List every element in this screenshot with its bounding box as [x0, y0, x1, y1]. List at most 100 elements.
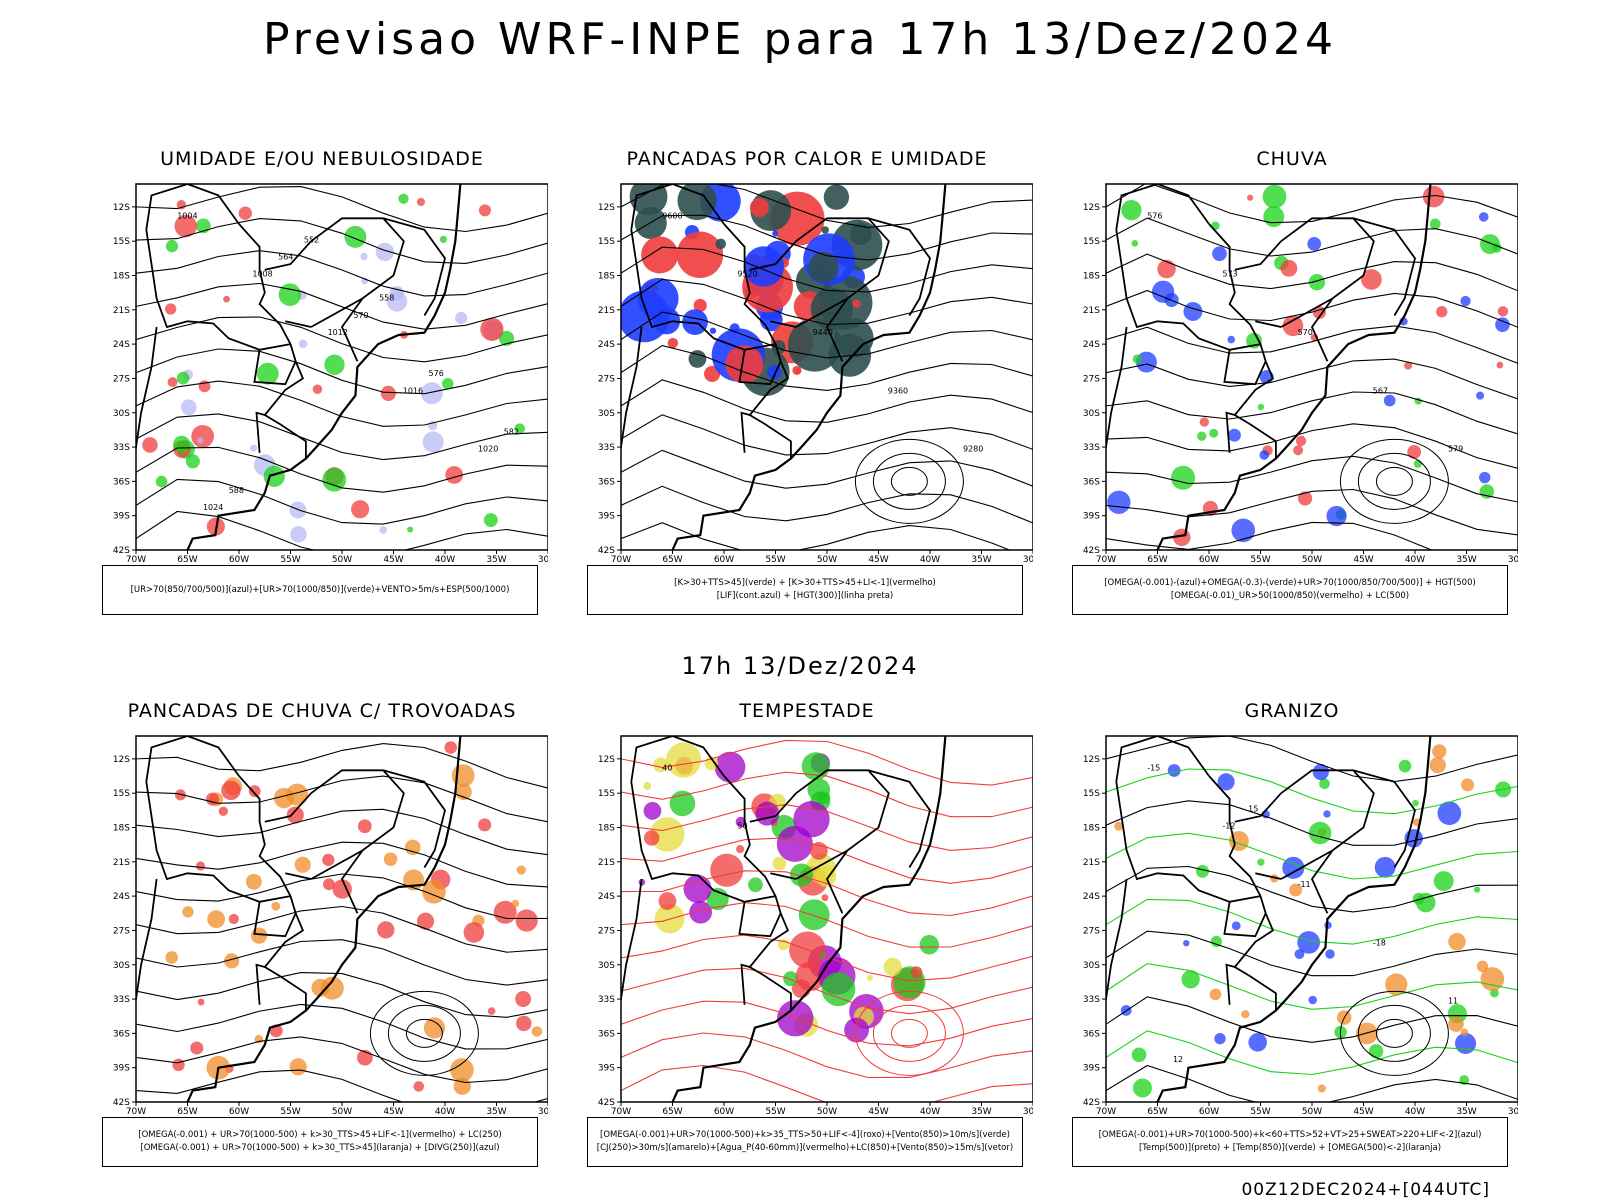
field-blob — [676, 231, 724, 279]
lat-tick-label: 30S — [113, 961, 130, 971]
field-blob — [515, 991, 532, 1007]
field-blob — [816, 791, 831, 805]
lat-tick-label: 42S — [113, 1098, 130, 1108]
lon-tick-label: 45W — [383, 555, 403, 565]
field-blob — [142, 437, 158, 453]
contour-line — [621, 934, 1033, 982]
field-blob — [810, 287, 853, 331]
lat-tick-label: 18S — [598, 824, 615, 834]
field-blob — [176, 371, 190, 385]
field-blob — [783, 971, 799, 987]
field-blob — [375, 242, 395, 262]
low-contour — [369, 990, 479, 1076]
border-line — [1223, 349, 1267, 386]
field-blob — [1212, 246, 1227, 262]
lat-tick-label: 12S — [113, 203, 130, 213]
legend-line: [OMEGA(-0.001)+UR>70(1000-500)+k>35_TTS>… — [600, 1130, 1010, 1140]
lon-tick-label: 70W — [1096, 1107, 1116, 1117]
contour-line — [1106, 289, 1518, 328]
field-layer: 40 50 — [621, 736, 1033, 1102]
lat-tick-label: 39S — [113, 512, 130, 522]
panel-legend: [OMEGA(-0.001)-(azul)+OMEGA(-0.3)-(verde… — [1072, 565, 1508, 615]
contour-label: 1016 — [403, 386, 423, 395]
field-blob — [1368, 1044, 1384, 1059]
lon-tick-label: 40W — [920, 1107, 940, 1117]
contour-label: 50 — [737, 822, 747, 831]
contour-label: 1012 — [328, 328, 348, 337]
lon-tick-label: 45W — [383, 1107, 403, 1117]
low-contour — [890, 466, 928, 496]
field-blob — [383, 852, 398, 866]
contour-label: 558 — [379, 294, 394, 303]
lon-tick-label: 55W — [280, 1107, 300, 1117]
field-blob — [1385, 973, 1408, 996]
field-blob — [290, 526, 307, 543]
contour-line — [1106, 930, 1518, 977]
field-blob — [1307, 236, 1322, 251]
lat-tick-label: 21S — [113, 858, 130, 868]
low-contour — [872, 452, 946, 510]
field-blob — [250, 444, 258, 452]
lat-tick-label: 27S — [113, 926, 130, 936]
field-layer: 576 573 570 567 579 — [1106, 184, 1518, 550]
field-blob — [1196, 864, 1209, 878]
lat-tick-label: 36S — [113, 1029, 130, 1039]
run-footer: 00Z12DEC2024+[044UTC] — [1241, 1180, 1490, 1200]
contour-line — [1106, 325, 1518, 364]
border-line — [867, 769, 931, 868]
field-blob — [1259, 450, 1270, 460]
low-contour — [1375, 1018, 1413, 1048]
lat-tick-label: 30S — [113, 409, 130, 419]
field-blob — [278, 283, 302, 306]
border-line — [136, 878, 158, 1005]
field-blob — [332, 879, 352, 899]
field-blob — [344, 225, 367, 248]
border-line — [253, 349, 297, 386]
field-blob — [323, 878, 335, 891]
field-blob — [1374, 856, 1396, 878]
contour-line — [1106, 1030, 1518, 1076]
contour-line — [621, 345, 1033, 391]
contour-label: 9360 — [888, 386, 908, 395]
field-blob — [531, 1026, 543, 1037]
field-blob — [1210, 935, 1223, 948]
lon-tick-label: 35W — [486, 1107, 506, 1117]
coastline — [186, 736, 462, 1102]
field-blob — [1404, 361, 1413, 370]
field-blob — [1479, 471, 1491, 484]
border-line — [264, 792, 312, 823]
field-blob — [286, 806, 304, 824]
field-blob — [380, 385, 396, 401]
contour-line — [621, 1032, 1033, 1079]
lat-tick-label: 12S — [598, 203, 615, 213]
field-blob — [1407, 445, 1422, 459]
field-blob — [1248, 1033, 1267, 1052]
field-blob — [165, 239, 179, 253]
lat-tick-label: 27S — [113, 374, 130, 384]
coastline — [671, 736, 947, 1102]
field-blob — [197, 437, 204, 444]
contour-line — [136, 218, 548, 264]
border-line — [1225, 963, 1236, 1005]
field-blob — [643, 830, 660, 846]
field-blob — [271, 901, 281, 911]
field-blob — [1308, 274, 1326, 291]
field-blob — [693, 298, 707, 313]
lon-tick-label: 55W — [280, 555, 300, 565]
lon-tick-label: 70W — [611, 1107, 631, 1117]
lon-tick-label: 40W — [435, 1107, 455, 1117]
border-line — [285, 872, 312, 880]
border-line — [738, 901, 782, 938]
lat-tick-label: 30S — [598, 409, 615, 419]
contour-line — [136, 808, 548, 856]
field-blob — [1326, 505, 1347, 527]
lon-tick-label: 60W — [714, 555, 734, 565]
low-contour — [854, 990, 964, 1076]
field-blob — [207, 910, 226, 929]
field-blob — [351, 500, 370, 519]
field-blob — [439, 235, 447, 243]
lat-tick-label: 18S — [1083, 272, 1100, 282]
field-blob — [195, 861, 206, 871]
border-line — [1106, 878, 1128, 1005]
lat-tick-label: 36S — [598, 477, 615, 487]
